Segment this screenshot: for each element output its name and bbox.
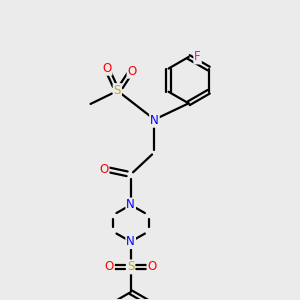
Text: O: O — [99, 163, 109, 176]
Text: O: O — [105, 260, 114, 273]
Text: S: S — [114, 84, 121, 97]
Text: O: O — [102, 62, 112, 75]
Text: N: N — [126, 235, 135, 248]
Text: S: S — [127, 260, 134, 273]
Text: O: O — [128, 65, 137, 78]
Text: N: N — [126, 199, 135, 212]
Text: N: N — [150, 114, 159, 127]
Text: F: F — [194, 50, 201, 64]
Text: O: O — [148, 260, 157, 273]
